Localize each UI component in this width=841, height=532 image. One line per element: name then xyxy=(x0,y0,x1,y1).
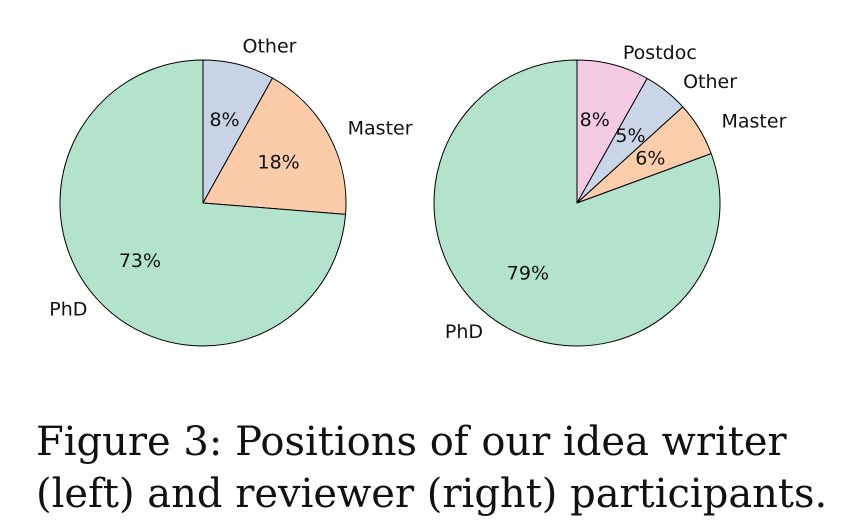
pie-category-label-phd: PhD xyxy=(49,299,87,321)
pie-slice-phd xyxy=(433,59,721,347)
pie-chart-reviewers: 8% Postdoc 5% Other 6% Master 79% PhD xyxy=(433,42,787,347)
pie-chart-writers: 8% Other 18% Master 73% PhD xyxy=(49,36,413,347)
caption-line-2: (left) and reviewer (right) participants… xyxy=(36,471,828,517)
pie-pct-label-master: 18% xyxy=(258,151,300,173)
caption-line-1: Figure 3: Positions of our idea writer xyxy=(36,419,787,465)
pie-pct-label-other: 8% xyxy=(209,109,239,131)
pie-category-label-phd: PhD xyxy=(445,321,483,343)
pie-pct-label-master: 6% xyxy=(635,148,665,170)
figure-pie-charts: 8% Other 18% Master 73% PhD 8% Postdoc 5% Other 6… xyxy=(49,36,787,347)
pie-pct-label-postdoc: 8% xyxy=(580,109,610,131)
pie-pct-label-phd: 79% xyxy=(507,262,549,284)
pie-pct-label-other: 5% xyxy=(615,125,645,147)
pie-slice-master xyxy=(202,77,347,215)
pie-category-label-other: Other xyxy=(683,71,737,93)
pie-category-label-master: Master xyxy=(722,110,787,132)
pie-slice-phd xyxy=(59,59,347,347)
pie-category-label-other: Other xyxy=(243,36,297,58)
pie-category-label-master: Master xyxy=(348,118,413,140)
pie-pct-label-phd: 73% xyxy=(119,250,161,272)
figure-caption: Figure 3: Positions of our idea writer (… xyxy=(36,416,836,520)
pie-category-label-postdoc: Postdoc xyxy=(623,42,697,64)
